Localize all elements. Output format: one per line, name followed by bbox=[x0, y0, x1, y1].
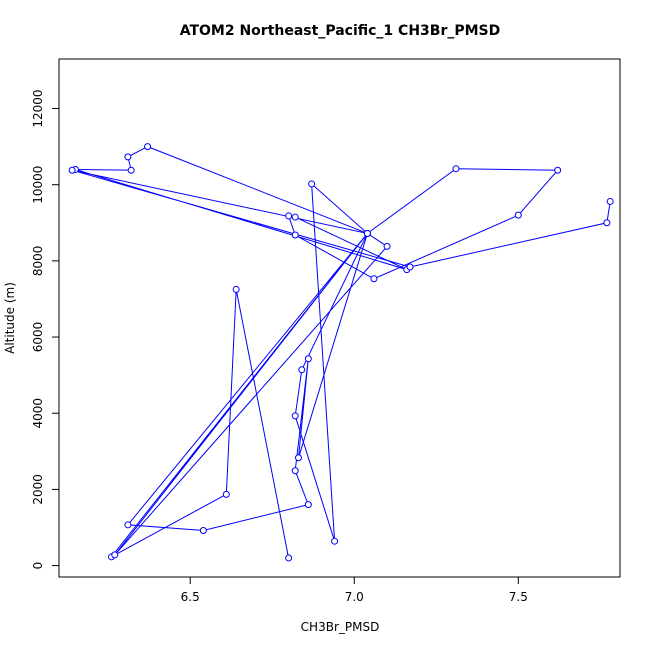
y-tick-label: 12000 bbox=[31, 89, 45, 127]
data-point bbox=[291, 213, 299, 221]
data-point bbox=[298, 366, 306, 374]
data-point bbox=[68, 166, 76, 174]
series-layer bbox=[68, 143, 614, 562]
data-point bbox=[406, 263, 414, 271]
data-point bbox=[124, 521, 132, 529]
x-axis-label: CH3Br_PMSD bbox=[301, 620, 380, 634]
y-tick-label: 0 bbox=[31, 562, 45, 570]
data-point bbox=[291, 412, 299, 420]
data-point bbox=[452, 165, 460, 173]
x-tick-label: 7.5 bbox=[509, 590, 528, 604]
x-tick-label: 7.0 bbox=[345, 590, 364, 604]
plot-frame bbox=[58, 58, 621, 578]
data-point bbox=[285, 212, 293, 220]
chart-title: ATOM2 Northeast_Pacific_1 CH3Br_PMSD bbox=[180, 23, 501, 39]
data-point bbox=[232, 285, 240, 293]
y-tick-label: 4000 bbox=[31, 398, 45, 429]
data-point bbox=[222, 490, 230, 498]
data-point bbox=[291, 467, 299, 475]
y-tick-label: 2000 bbox=[31, 474, 45, 505]
data-point bbox=[124, 153, 132, 161]
data-point bbox=[308, 180, 316, 188]
data-point bbox=[304, 355, 312, 363]
data-point bbox=[199, 527, 207, 535]
y-tick-label: 8000 bbox=[31, 246, 45, 277]
x-tick-label: 6.5 bbox=[181, 590, 200, 604]
data-point bbox=[514, 211, 522, 219]
data-point bbox=[304, 501, 312, 509]
data-point bbox=[554, 166, 562, 174]
x-axis: 6.5 7.0 7.5 bbox=[181, 576, 528, 604]
data-point bbox=[606, 197, 614, 205]
y-axis: 0 2000 4000 6000 8000 10000 12000 bbox=[31, 89, 60, 570]
series-line bbox=[71, 146, 611, 559]
data-point bbox=[111, 551, 119, 559]
data-point bbox=[331, 537, 339, 545]
data-point bbox=[363, 229, 371, 237]
data-point bbox=[291, 231, 299, 239]
data-point bbox=[144, 143, 152, 151]
y-axis-label: Altitude (m) bbox=[3, 282, 17, 354]
y-tick-label: 6000 bbox=[31, 322, 45, 353]
data-point bbox=[383, 242, 391, 250]
data-point bbox=[370, 275, 378, 283]
data-point bbox=[603, 219, 611, 227]
y-tick-label: 10000 bbox=[31, 166, 45, 204]
data-point bbox=[127, 166, 135, 174]
data-point bbox=[294, 454, 302, 462]
data-point bbox=[285, 554, 293, 562]
